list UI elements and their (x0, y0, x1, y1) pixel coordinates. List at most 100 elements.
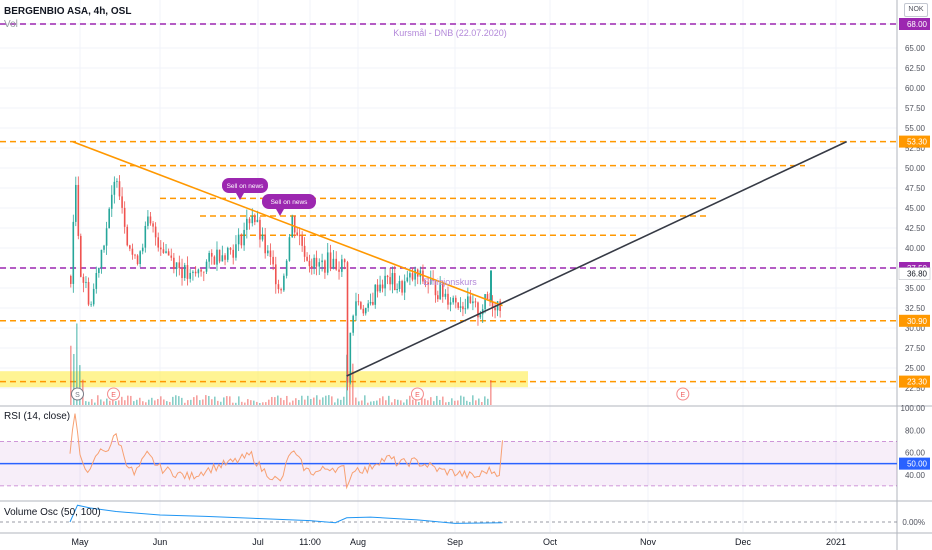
candle-body (246, 218, 248, 230)
candle-body (326, 252, 329, 273)
volume-bar (103, 401, 105, 405)
volume-bar (211, 399, 213, 405)
candle-body (98, 267, 100, 274)
volume-bar (199, 400, 201, 405)
candle-body (362, 308, 365, 314)
volume-bar (322, 397, 324, 405)
candle-body (229, 247, 232, 250)
volume-bar (331, 396, 333, 405)
volume-bar (340, 399, 342, 405)
candle-body (455, 297, 457, 303)
volume-bar (79, 365, 81, 405)
annotation-emisjonskurs: Emisjonskurs (423, 277, 477, 287)
candle-body (391, 273, 394, 285)
volume-bar (88, 401, 90, 405)
volume-bar (217, 400, 219, 405)
volume-bar (490, 380, 492, 405)
candle-body (403, 281, 406, 293)
volume-bar (283, 400, 285, 405)
trendline-support (346, 140, 848, 377)
candle-body (288, 237, 291, 261)
candle-body (200, 269, 202, 272)
candle-body (447, 293, 449, 305)
time-axis-label: Aug (350, 537, 366, 547)
volume-bar (250, 400, 252, 405)
volume-bar (286, 395, 288, 405)
candle-body (386, 275, 389, 278)
volume-bar (313, 397, 315, 405)
candle-body (82, 276, 85, 283)
candle-body (474, 301, 477, 303)
highlight-zone (0, 371, 528, 388)
volume-bar (373, 401, 375, 405)
volume-bar (451, 398, 453, 405)
candle-body (87, 281, 90, 305)
candle-body (491, 301, 494, 308)
candle-body (306, 256, 308, 261)
volume-bar (223, 397, 225, 405)
price-axis-label: 62.50 (905, 64, 926, 73)
volume-bar (202, 399, 204, 405)
volume-bar (478, 398, 480, 405)
volume-bar (73, 353, 75, 405)
price-axis-label: 40.00 (905, 244, 926, 253)
volume-bar (184, 402, 186, 405)
volume-bar (316, 395, 318, 405)
candle-body (469, 296, 472, 304)
candle-body (123, 207, 126, 227)
volume-bar (325, 395, 327, 405)
volume-bar (181, 397, 183, 405)
event-marker (107, 387, 121, 401)
volume-bar (91, 399, 93, 405)
volume-bar (394, 399, 396, 405)
volume-bar (310, 399, 312, 405)
rsi-axis-label: 60.00 (905, 449, 926, 458)
volume-bar (274, 397, 276, 405)
symbol-title: BERGENBIO ASA, 4h, OSL (4, 6, 132, 17)
candle-body (116, 181, 118, 183)
candle-body (414, 269, 416, 280)
candle-body (346, 262, 349, 383)
volume-bar (265, 402, 267, 405)
candle-body (310, 266, 313, 268)
volume-bar (421, 396, 423, 405)
candle-body (285, 260, 288, 276)
volume-bar (94, 402, 96, 405)
volume-bar (415, 399, 417, 405)
trendlines (72, 140, 848, 377)
candle-body (318, 262, 321, 267)
volume-bar (385, 400, 387, 405)
highlight-zone-rect (0, 371, 528, 388)
horizontal-levels (0, 23, 897, 383)
candle-body (203, 271, 205, 273)
currency-badge[interactable]: NOK (904, 3, 928, 17)
volume-bar (262, 402, 264, 405)
candle-body (100, 249, 103, 268)
price-axis-label: 22.50 (905, 384, 926, 393)
rsi-axis-label: 40.00 (905, 471, 926, 480)
volume-bar (466, 400, 468, 405)
volume-bar (271, 396, 273, 405)
candle-body (321, 260, 323, 263)
rsi-line (69, 413, 503, 490)
volume-bar (472, 395, 474, 405)
volume-bar (214, 396, 216, 405)
candle-body (499, 301, 501, 311)
volume-bar (430, 397, 432, 405)
time-axis-label: Oct (543, 537, 558, 547)
volume-bar (334, 402, 336, 405)
price-axis-label: 25.00 (905, 364, 926, 373)
last-price-label: 36.80 (907, 270, 928, 279)
candle-body (213, 256, 216, 265)
candle-body (208, 252, 210, 262)
candle-body (459, 306, 462, 308)
event-marker-label: E (415, 392, 420, 399)
candle-body (113, 181, 116, 195)
candle-body (329, 252, 332, 269)
candle-body (444, 293, 447, 297)
candle-body (269, 250, 272, 257)
candle-body (409, 273, 411, 278)
candle-body (261, 234, 264, 240)
